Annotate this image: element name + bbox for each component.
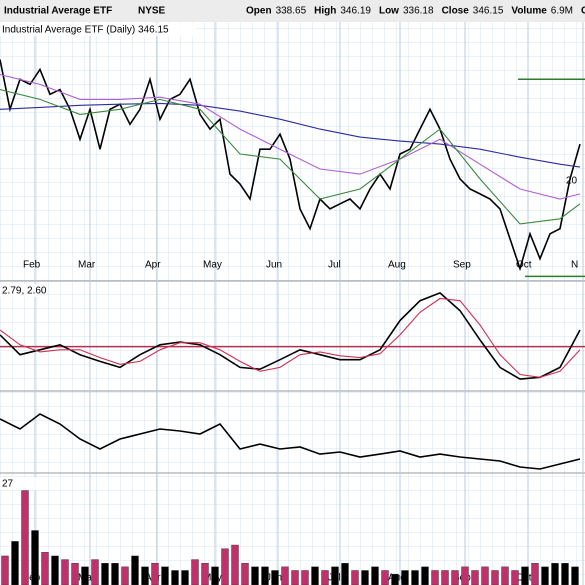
- volume-bar: [1, 555, 9, 585]
- volume-bar: [491, 570, 499, 585]
- volume-bar: [271, 570, 279, 585]
- volume-bar: [201, 563, 209, 585]
- x-tick-label: Mar: [78, 260, 96, 271]
- grid-background: [0, 22, 585, 585]
- series-line: [0, 291, 581, 380]
- volume-bar: [351, 570, 359, 585]
- series-line: [0, 73, 581, 200]
- volume-bar: [391, 573, 399, 585]
- label-bg: [0, 23, 196, 36]
- volume-bar: [561, 563, 569, 585]
- x-tick-label: Oct: [516, 260, 532, 271]
- quote-value: 346.15: [473, 6, 504, 17]
- volume-bar: [261, 566, 269, 585]
- annotation: 20: [566, 176, 578, 187]
- x-tick-label: Apr: [145, 260, 161, 271]
- volume-bar: [481, 566, 489, 585]
- volume-bar: [91, 559, 99, 585]
- volume-bar: [361, 570, 369, 585]
- volume-bar: [551, 563, 559, 585]
- quote-label: Low: [379, 6, 399, 17]
- volume-bar: [451, 570, 459, 585]
- series-line: [0, 297, 581, 378]
- volume-bar: [531, 563, 539, 585]
- volume-bar: [61, 559, 69, 585]
- volume-bar: [231, 544, 239, 585]
- volume-bar: [131, 555, 139, 585]
- x-tick-label: Sep: [453, 260, 471, 271]
- volume-bar: [101, 563, 109, 585]
- x-tick-label: May: [203, 260, 222, 271]
- volume-bar: [111, 563, 119, 585]
- volume-bar: [31, 530, 39, 585]
- volume-bar: [221, 548, 229, 585]
- label-bg: [0, 477, 40, 490]
- volume-bar: [171, 570, 179, 585]
- volume-bar: [211, 566, 219, 585]
- quote-label: Open: [246, 6, 272, 17]
- volume-bar: [331, 566, 339, 585]
- quote-label: Chg: [581, 6, 585, 17]
- x-tick-label: Aug: [388, 260, 406, 271]
- volume-bar: [281, 566, 289, 585]
- volume-bar: [241, 563, 249, 585]
- volume-bar: [181, 570, 189, 585]
- volume-bar: [461, 566, 469, 585]
- x-tick-label: Jul: [328, 260, 341, 271]
- volume-bar: [161, 566, 169, 585]
- volume-bar: [571, 566, 579, 585]
- volume-bar: [381, 570, 389, 585]
- volume-bar: [431, 570, 439, 585]
- series-line: [0, 59, 581, 272]
- volume-bar: [501, 566, 509, 585]
- quote-label: Volume: [511, 6, 547, 17]
- volume-bar: [321, 570, 329, 585]
- volume-bar: [251, 566, 259, 585]
- volume-bar: [41, 552, 49, 585]
- volume-bar: [81, 566, 89, 585]
- panel-label: 27: [2, 479, 14, 490]
- series-line: [0, 413, 581, 470]
- quote-value: 6.9M: [551, 6, 573, 17]
- volume-bar: [51, 555, 59, 585]
- quote-label: High: [314, 6, 336, 17]
- panel-label: Industrial Average ETF (Daily) 346.15: [2, 25, 169, 36]
- exchange: NYSE: [138, 6, 166, 17]
- volume-bar: [341, 563, 349, 585]
- x-tick-label: N: [571, 260, 578, 271]
- x-tick-label: Feb: [23, 260, 41, 271]
- volume-bar: [511, 570, 519, 585]
- quote-value: 338.65: [276, 6, 307, 17]
- volume-bar: [411, 570, 419, 585]
- volume-bar: [401, 570, 409, 585]
- volume-bar: [141, 566, 149, 585]
- series-line: [0, 102, 581, 168]
- volume-bar: [311, 566, 319, 585]
- volume-bar: [441, 570, 449, 585]
- panel-label: 2.79, 2.60: [2, 286, 47, 297]
- quote-value: 336.18: [403, 6, 434, 17]
- volume-bar: [151, 563, 159, 585]
- volume-bar: [421, 566, 429, 585]
- quote-label: Close: [442, 6, 470, 17]
- volume-bar: [301, 570, 309, 585]
- quote-value: 346.19: [340, 6, 371, 17]
- volume-bar: [21, 490, 29, 585]
- volume-bar: [471, 570, 479, 585]
- volume-bar: [191, 559, 199, 585]
- series-line: [0, 88, 581, 225]
- volume-bar: [521, 566, 529, 585]
- ticker-name: Industrial Average ETF: [4, 6, 112, 17]
- volume-bar: [541, 566, 549, 585]
- volume-bar: [371, 566, 379, 585]
- x-tick-label: Jun: [266, 260, 282, 271]
- label-bg: [0, 284, 40, 297]
- volume-bar: [291, 570, 299, 585]
- volume-bar: [71, 563, 79, 585]
- header-bar: [0, 0, 585, 22]
- volume-bar: [121, 566, 129, 585]
- volume-bar: [11, 541, 19, 585]
